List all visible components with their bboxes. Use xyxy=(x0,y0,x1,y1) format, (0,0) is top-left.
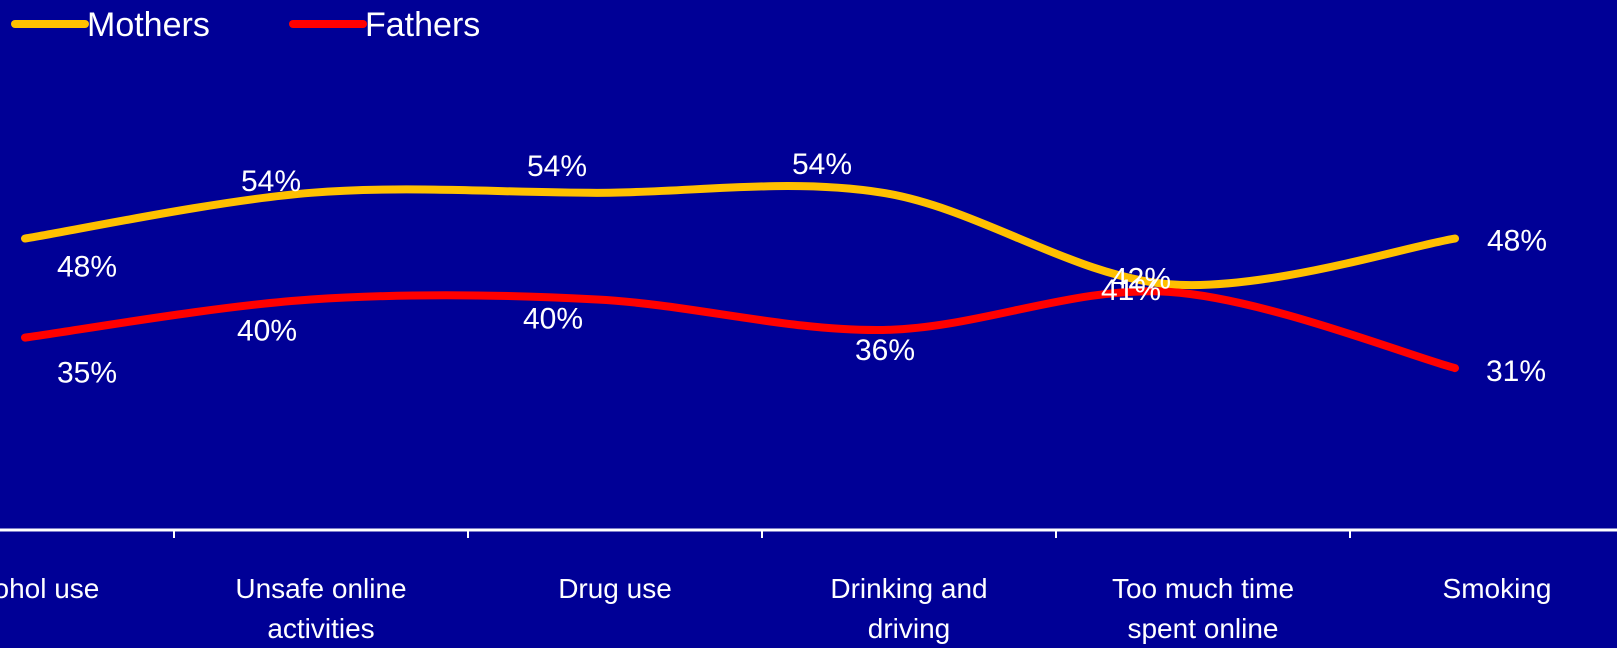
legend: Mothers Fathers xyxy=(11,6,480,44)
x-tick-label: Too much time spent online xyxy=(1112,573,1294,644)
data-label-fathers: 36% xyxy=(855,334,915,367)
data-label-fathers: 40% xyxy=(237,315,297,348)
data-label-fathers: 31% xyxy=(1486,355,1546,388)
data-label-mothers: 48% xyxy=(57,251,117,284)
data-label-mothers: 54% xyxy=(241,165,301,198)
x-tick-label: Drinking and driving xyxy=(830,573,987,644)
legend-label-mothers: Mothers xyxy=(87,6,210,44)
data-label-mothers: 48% xyxy=(1487,225,1547,258)
data-label-mothers: 54% xyxy=(792,148,852,181)
data-label-mothers: 54% xyxy=(527,150,587,183)
data-labels: 48% 54% 54% 54% 42% 48% 35% 40% 40% 36% 41% 31% xyxy=(57,148,1547,390)
series-line-fathers xyxy=(21,287,1459,373)
data-label-fathers: 41% xyxy=(1101,274,1161,307)
data-label-fathers: 35% xyxy=(57,357,117,390)
x-tick-label: Alcohol use xyxy=(0,573,99,604)
legend-label-fathers: Fathers xyxy=(365,6,480,44)
data-label-mothers: 42% xyxy=(1111,262,1171,295)
data-label-fathers: 40% xyxy=(523,303,583,336)
x-tick-label: Unsafe online activities xyxy=(235,573,406,644)
x-tick-label: Drug use xyxy=(558,573,672,604)
series-line-mothers xyxy=(21,182,1459,290)
x-tick-label: Smoking xyxy=(1443,573,1552,604)
series-lines xyxy=(21,182,1459,373)
